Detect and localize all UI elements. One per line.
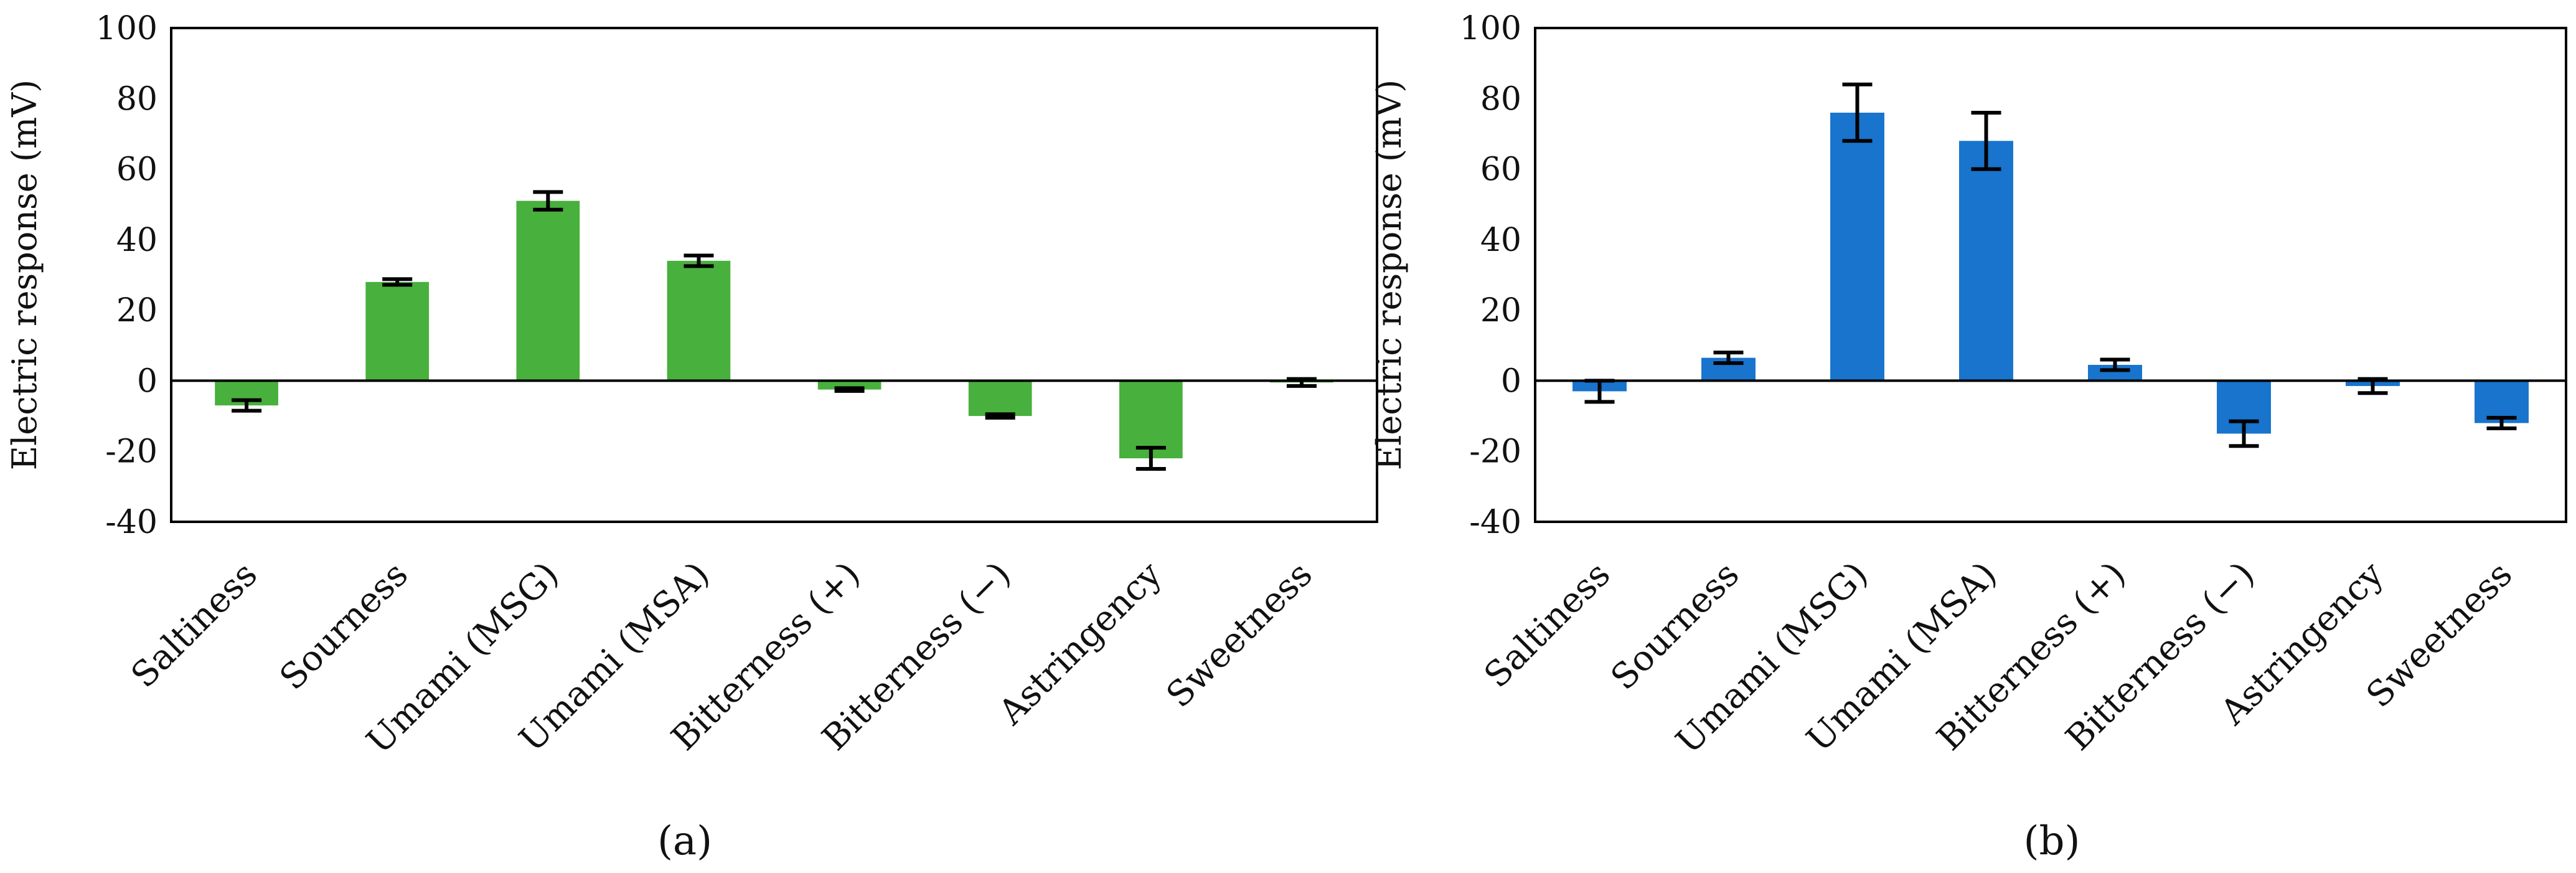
y-tick-label: 100	[1460, 10, 1521, 47]
y-tick-label: 40	[1480, 222, 1521, 259]
y-tick-label: 40	[116, 222, 157, 259]
x-category-label: Saltiness	[1477, 554, 1619, 696]
panel-label: (a)	[657, 818, 712, 864]
bar-7	[1119, 380, 1183, 459]
x-category-label: Sweetness	[1159, 554, 1320, 715]
bar-3	[516, 201, 580, 381]
y-tick-label: -40	[105, 504, 157, 541]
y-tick-label: 100	[96, 10, 157, 47]
bar-4	[667, 260, 731, 381]
y-tick-label: -20	[1469, 433, 1521, 471]
plot-area-frame	[170, 27, 1378, 523]
y-tick-label: -40	[1469, 504, 1521, 541]
y-tick-label: 80	[116, 80, 157, 118]
x-category-label: Astringency	[990, 554, 1170, 734]
y-tick-label: 20	[116, 292, 157, 329]
y-tick-label: 0	[1501, 362, 1521, 400]
bar-5	[817, 380, 881, 390]
bar-2	[365, 281, 430, 381]
y-axis-title: Electric response (mV)	[5, 80, 44, 471]
y-tick-label: 60	[1480, 151, 1521, 189]
y-tick-label: 80	[1480, 80, 1521, 118]
x-category-label: Sourness	[272, 554, 416, 698]
plot-area-frame	[1534, 27, 2567, 523]
y-tick-label: 60	[116, 151, 157, 189]
y-tick-label: 20	[1480, 292, 1521, 329]
x-category-label: Saltiness	[123, 554, 265, 696]
y-tick-label: 0	[137, 362, 157, 400]
panel-label: (b)	[2024, 818, 2080, 864]
bar-3	[1830, 112, 1884, 381]
chart-panel-b: 100 80 60 40 20 0 -20 -40 Electric response (mV)…	[1370, 10, 2567, 864]
bar-4	[1959, 141, 2013, 381]
y-axis-title: Electric response (mV)	[1370, 80, 1409, 471]
bar-6	[968, 380, 1032, 417]
y-tick-label: -20	[105, 433, 157, 471]
chart-panel-a: 100 80 60 40 20 0 -20 -40 Electric response (mV)…	[5, 10, 1378, 864]
